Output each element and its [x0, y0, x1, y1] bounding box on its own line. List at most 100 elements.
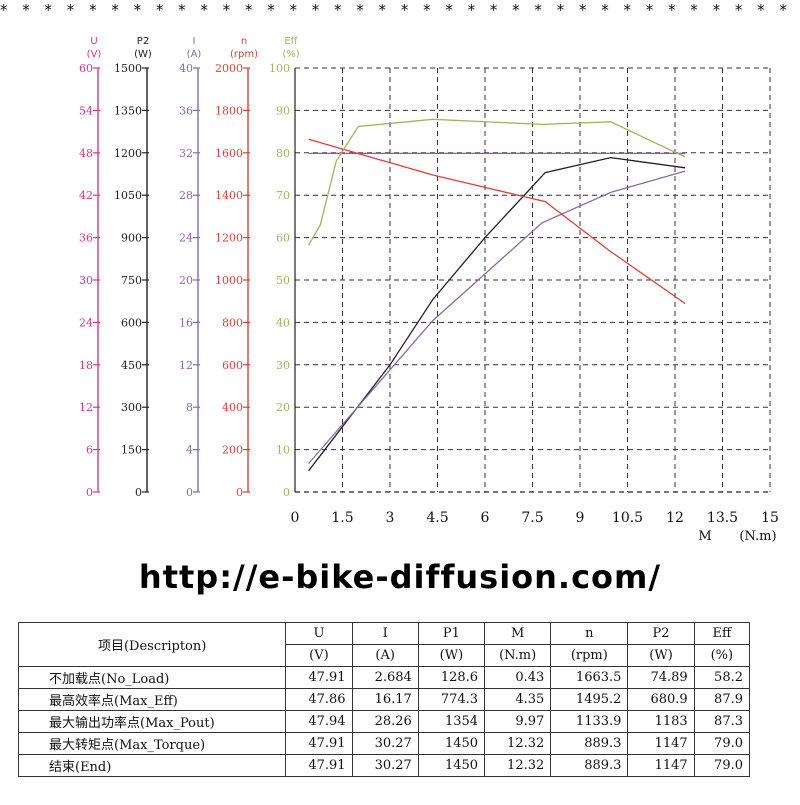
y-axis-tick-label: 1350	[114, 104, 142, 117]
y-axis-tick-label: 1500	[114, 62, 142, 75]
y-axis-tick-label: 150	[121, 444, 142, 457]
y-axis-tick-label: 20	[276, 401, 290, 414]
star-border: * * * * * * * * * * * * * * * * * * * * …	[0, 1, 800, 19]
cell-m: 4.35	[484, 688, 552, 711]
y-axis-tick-label: 24	[179, 232, 193, 245]
unit-i: (A)	[351, 644, 419, 667]
cell-n: 889.3	[550, 754, 629, 777]
row-label: 不加载点(No_Load)	[17, 666, 287, 689]
y-axis-tick-label: 100	[269, 62, 290, 75]
y-axis-tick-label: 48	[79, 147, 93, 160]
y-axis-tick-label: 40	[276, 316, 290, 329]
motor-performance-chart: U(V)06121824303642485460P2(W)01503004506…	[79, 36, 779, 544]
cell-u: 47.91	[285, 666, 353, 689]
cell-m: 9.97	[484, 710, 552, 733]
y-axis-tick-label: 40	[179, 62, 193, 75]
cell-eff: 79.0	[693, 754, 751, 777]
y-axis-tick-label: 1800	[215, 104, 243, 117]
y-axis-tick-label: 70	[276, 189, 290, 202]
y-axis-tick-label: 8	[186, 401, 193, 414]
col-header-eff: Eff	[693, 622, 751, 645]
y-axis-title: P2	[137, 36, 149, 47]
y-axis-title: n	[241, 36, 247, 47]
unit-u: (V)	[285, 644, 353, 667]
y-axis-tick-label: 0	[135, 486, 142, 499]
y-axis-tick-label: 60	[79, 62, 93, 75]
x-axis-tick-label: 15	[761, 510, 779, 526]
y-axis-tick-label: 750	[121, 274, 142, 287]
efficiency-curve	[308, 118, 686, 246]
speed-curve	[308, 138, 686, 305]
cell-m: 12.32	[484, 754, 552, 777]
unit-eff: (%)	[693, 644, 751, 667]
y-axis-tick-label: 36	[179, 104, 193, 117]
y-axis-tick-label: 12	[79, 401, 93, 414]
y-axis-tick-label: 0	[86, 486, 93, 499]
cell-i: 16.17	[351, 688, 419, 711]
y-axis-unit: (rpm)	[230, 49, 258, 60]
y-axis-tick-label: 1400	[215, 189, 243, 202]
y-axis-tick-label: 28	[179, 189, 193, 202]
cell-i: 30.27	[351, 732, 419, 755]
cell-eff: 79.0	[693, 732, 751, 755]
y-axis-tick-label: 24	[79, 316, 93, 329]
y-axis-tick-label: 30	[79, 274, 93, 287]
table-unit-row: (V) (A) (W) (N.m) (rpm) (W) (%)	[19, 644, 751, 667]
cell-eff: 58.2	[693, 666, 751, 689]
x-axis-tick-label: 10.5	[612, 510, 643, 526]
col-header-i: I	[351, 622, 419, 645]
table-row: 不加载点(No_Load) 47.91 2.684 128.6 0.43 166…	[17, 666, 751, 689]
y-axis-tick-label: 18	[79, 359, 93, 372]
y-axis-tick-label: 1050	[114, 189, 142, 202]
y-axis-title: Eff	[284, 36, 298, 47]
row-label: 结束(End)	[17, 754, 287, 777]
y-axis-tick-label: 400	[222, 401, 243, 414]
cell-u: 47.91	[285, 754, 353, 777]
cell-p2: 1147	[627, 754, 695, 777]
cell-p1: 1450	[417, 754, 486, 777]
y-axis-tick-label: 600	[222, 359, 243, 372]
cell-i: 30.27	[351, 754, 419, 777]
x-axis-tick-label: 12	[666, 510, 684, 526]
y-axis-tick-label: 800	[222, 316, 243, 329]
y-axis-tick-label: 6	[86, 444, 93, 457]
cell-n: 1663.5	[550, 666, 629, 689]
cell-eff: 87.3	[693, 710, 751, 733]
y-axis-tick-label: 2000	[215, 62, 243, 75]
y-axis-tick-label: 36	[79, 232, 93, 245]
y-axis-tick-label: 30	[276, 359, 290, 372]
y-axis-title: U	[90, 36, 97, 47]
cell-i: 28.26	[351, 710, 419, 733]
unit-p2: (W)	[627, 644, 695, 667]
x-axis-tick-label: 9	[576, 510, 585, 526]
cell-p1: 774.3	[417, 688, 486, 711]
cell-p1: 128.6	[417, 666, 486, 689]
current-curve	[308, 170, 686, 464]
x-axis-unit: (N.m)	[739, 529, 776, 544]
x-axis-tick-label: 13.5	[707, 510, 738, 526]
col-header-u: U	[285, 622, 353, 645]
cell-p1: 1450	[417, 732, 486, 755]
table-row: 最高效率点(Max_Eff) 47.86 16.17 774.3 4.35 14…	[17, 688, 751, 711]
table-row: 最大转矩点(Max_Torque) 47.91 30.27 1450 12.32…	[17, 732, 751, 755]
cell-n: 889.3	[550, 732, 629, 755]
row-label: 最大转矩点(Max_Torque)	[17, 732, 287, 755]
col-header-p1: P1	[417, 622, 486, 645]
y-axis-tick-label: 12	[179, 359, 193, 372]
y-axis-unit: (%)	[282, 49, 299, 60]
output-power-curve	[308, 156, 686, 472]
x-axis-tick-label: 7.5	[521, 510, 543, 526]
col-header-n: n	[550, 622, 629, 645]
y-axis-tick-label: 300	[121, 401, 142, 414]
cell-n: 1495.2	[550, 688, 629, 711]
y-axis-tick-label: 900	[121, 232, 142, 245]
x-axis-tick-label: 4.5	[426, 510, 448, 526]
y-axis-tick-label: 0	[236, 486, 243, 499]
table-row: 最大输出功率点(Max_Pout) 47.94 28.26 1354 9.97 …	[17, 710, 751, 733]
y-axis-tick-label: 50	[276, 274, 290, 287]
y-axis-unit: (V)	[87, 49, 102, 60]
y-axis-tick-label: 0	[283, 486, 290, 499]
y-axis-tick-label: 20	[179, 274, 193, 287]
cell-p2: 1183	[627, 710, 695, 733]
y-axis-tick-label: 0	[186, 486, 193, 499]
